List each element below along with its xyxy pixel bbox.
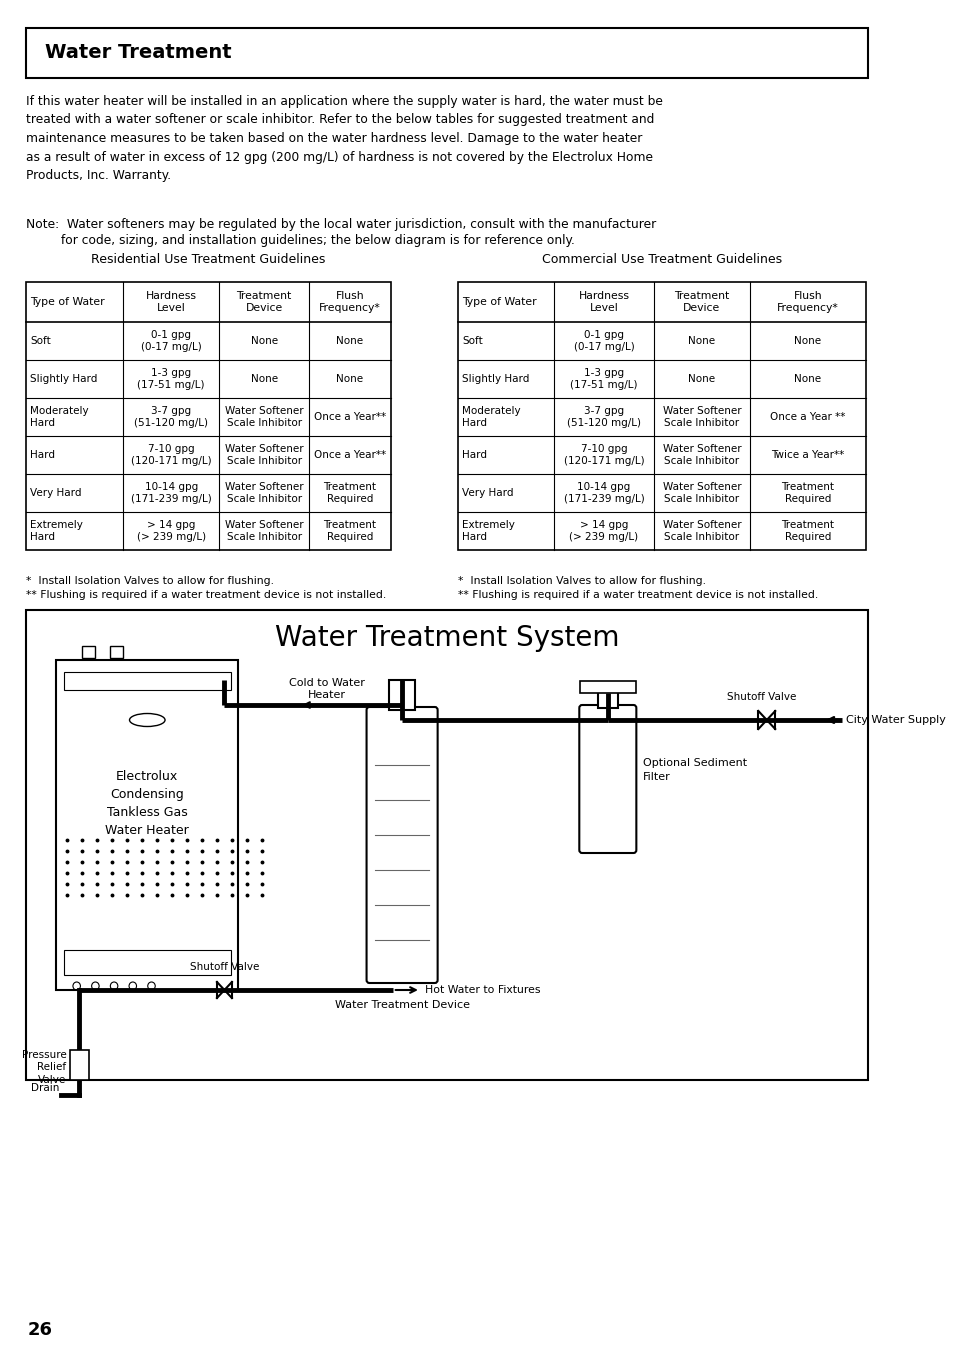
- Text: Very Hard: Very Hard: [30, 488, 81, 499]
- Text: 26: 26: [28, 1321, 53, 1339]
- Text: Water Softener
Scale Inhibitor: Water Softener Scale Inhibitor: [225, 407, 303, 428]
- Text: Water Softener
Scale Inhibitor: Water Softener Scale Inhibitor: [661, 444, 740, 466]
- Text: 0-1 gpg
(0-17 mg/L): 0-1 gpg (0-17 mg/L): [573, 330, 634, 353]
- Text: Type of Water: Type of Water: [30, 297, 105, 307]
- Bar: [457, 282, 865, 550]
- Text: Type of Water: Type of Water: [461, 297, 536, 307]
- Text: 7-10 gpg
(120-171 mg/L): 7-10 gpg (120-171 mg/L): [131, 444, 212, 466]
- Text: None: None: [251, 336, 277, 346]
- Text: ** Flushing is required if a water treatment device is not installed.: ** Flushing is required if a water treat…: [26, 590, 386, 600]
- Text: Flush
Frequency*: Flush Frequency*: [318, 290, 380, 313]
- Text: Moderately
Hard: Moderately Hard: [461, 407, 520, 428]
- Text: ** Flushing is required if a water treatment device is not installed.: ** Flushing is required if a water treat…: [457, 590, 818, 600]
- Bar: [26, 611, 867, 1079]
- Text: None: None: [336, 336, 363, 346]
- Text: None: None: [687, 336, 715, 346]
- Bar: [64, 950, 231, 975]
- Text: Optional Sediment
Filter: Optional Sediment Filter: [642, 758, 747, 782]
- FancyBboxPatch shape: [578, 705, 636, 852]
- Text: Pressure
Relief
Valve: Pressure Relief Valve: [22, 1050, 67, 1085]
- Text: Commercial Use Treatment Guidelines: Commercial Use Treatment Guidelines: [541, 253, 781, 266]
- FancyBboxPatch shape: [366, 707, 437, 984]
- Text: Treatment
Device: Treatment Device: [236, 290, 292, 313]
- Bar: [56, 661, 238, 990]
- Text: 10-14 gpg
(171-239 mg/L): 10-14 gpg (171-239 mg/L): [563, 482, 643, 504]
- Text: If this water heater will be installed in an application where the supply water : If this water heater will be installed i…: [26, 95, 662, 182]
- Text: City Water Supply: City Water Supply: [845, 715, 945, 725]
- Text: Slightly Hard: Slightly Hard: [461, 374, 529, 384]
- Text: 1-3 gpg
(17-51 mg/L): 1-3 gpg (17-51 mg/L): [570, 367, 637, 390]
- Text: Hardness
Level: Hardness Level: [146, 290, 196, 313]
- Text: Treatment
Required: Treatment Required: [323, 482, 375, 504]
- Text: Treatment
Device: Treatment Device: [674, 290, 729, 313]
- Text: Treatment
Required: Treatment Required: [323, 520, 375, 542]
- Text: Hardness
Level: Hardness Level: [578, 290, 629, 313]
- Text: 3-7 gpg
(51-120 mg/L): 3-7 gpg (51-120 mg/L): [566, 407, 640, 428]
- Text: None: None: [794, 336, 821, 346]
- Text: Water Softener
Scale Inhibitor: Water Softener Scale Inhibitor: [661, 407, 740, 428]
- Text: Shutoff Valve: Shutoff Valve: [190, 962, 259, 971]
- Text: Water Softener
Scale Inhibitor: Water Softener Scale Inhibitor: [661, 482, 740, 504]
- Text: Water Softener
Scale Inhibitor: Water Softener Scale Inhibitor: [661, 520, 740, 542]
- Text: Water Softener
Scale Inhibitor: Water Softener Scale Inhibitor: [225, 520, 303, 542]
- Text: Drain: Drain: [30, 1084, 59, 1093]
- Bar: [26, 28, 867, 78]
- Text: Note:  Water softeners may be regulated by the local water jurisdiction, consult: Note: Water softeners may be regulated b…: [26, 218, 656, 231]
- Bar: [389, 680, 415, 711]
- Text: Twice a Year**: Twice a Year**: [770, 450, 843, 459]
- Text: Extremely
Hard: Extremely Hard: [461, 520, 515, 542]
- Text: 0-1 gpg
(0-17 mg/L): 0-1 gpg (0-17 mg/L): [141, 330, 201, 353]
- Text: None: None: [687, 374, 715, 384]
- Text: Water Softener
Scale Inhibitor: Water Softener Scale Inhibitor: [225, 482, 303, 504]
- Text: Treatment
Required: Treatment Required: [781, 482, 834, 504]
- Bar: [71, 1050, 89, 1079]
- Text: *  Install Isolation Valves to allow for flushing.: * Install Isolation Valves to allow for …: [457, 576, 705, 586]
- Text: Hot Water to Fixtures: Hot Water to Fixtures: [425, 985, 540, 994]
- Text: > 14 gpg
(> 239 mg/L): > 14 gpg (> 239 mg/L): [569, 520, 638, 542]
- Text: *  Install Isolation Valves to allow for flushing.: * Install Isolation Valves to allow for …: [26, 576, 274, 586]
- Text: Water Treatment Device: Water Treatment Device: [335, 1000, 469, 1011]
- Text: None: None: [336, 374, 363, 384]
- Text: Once a Year**: Once a Year**: [314, 450, 386, 459]
- Text: Electrolux
Condensing
Tankless Gas
Water Heater: Electrolux Condensing Tankless Gas Water…: [105, 770, 189, 838]
- Text: Slightly Hard: Slightly Hard: [30, 374, 97, 384]
- Text: Extremely
Hard: Extremely Hard: [30, 520, 83, 542]
- Text: Flush
Frequency*: Flush Frequency*: [776, 290, 838, 313]
- Text: Moderately
Hard: Moderately Hard: [30, 407, 89, 428]
- Text: Hard: Hard: [461, 450, 486, 459]
- Text: > 14 gpg
(> 239 mg/L): > 14 gpg (> 239 mg/L): [136, 520, 206, 542]
- Text: Treatment
Required: Treatment Required: [781, 520, 834, 542]
- Bar: [111, 646, 123, 658]
- Bar: [64, 671, 231, 690]
- Text: 7-10 gpg
(120-171 mg/L): 7-10 gpg (120-171 mg/L): [563, 444, 643, 466]
- Text: Very Hard: Very Hard: [461, 488, 513, 499]
- Text: for code, sizing, and installation guidelines; the below diagram is for referenc: for code, sizing, and installation guide…: [26, 234, 575, 247]
- Bar: [26, 282, 391, 550]
- Text: Residential Use Treatment Guidelines: Residential Use Treatment Guidelines: [91, 253, 325, 266]
- Bar: [597, 690, 618, 708]
- Text: Once a Year **: Once a Year **: [769, 412, 844, 422]
- Text: Soft: Soft: [30, 336, 51, 346]
- Text: None: None: [251, 374, 277, 384]
- Text: Water Treatment System: Water Treatment System: [274, 624, 618, 653]
- Text: Soft: Soft: [461, 336, 482, 346]
- Ellipse shape: [130, 713, 165, 727]
- Bar: [579, 681, 636, 693]
- Text: 1-3 gpg
(17-51 mg/L): 1-3 gpg (17-51 mg/L): [137, 367, 205, 390]
- Text: Cold to Water
Heater: Cold to Water Heater: [289, 678, 365, 700]
- Text: Water Treatment: Water Treatment: [45, 43, 232, 62]
- Text: 10-14 gpg
(171-239 mg/L): 10-14 gpg (171-239 mg/L): [131, 482, 212, 504]
- Bar: [82, 646, 95, 658]
- Text: 3-7 gpg
(51-120 mg/L): 3-7 gpg (51-120 mg/L): [134, 407, 208, 428]
- Text: Shutoff Valve: Shutoff Valve: [727, 692, 796, 703]
- Text: Water Softener
Scale Inhibitor: Water Softener Scale Inhibitor: [225, 444, 303, 466]
- Text: Once a Year**: Once a Year**: [314, 412, 386, 422]
- Text: None: None: [794, 374, 821, 384]
- Text: Hard: Hard: [30, 450, 55, 459]
